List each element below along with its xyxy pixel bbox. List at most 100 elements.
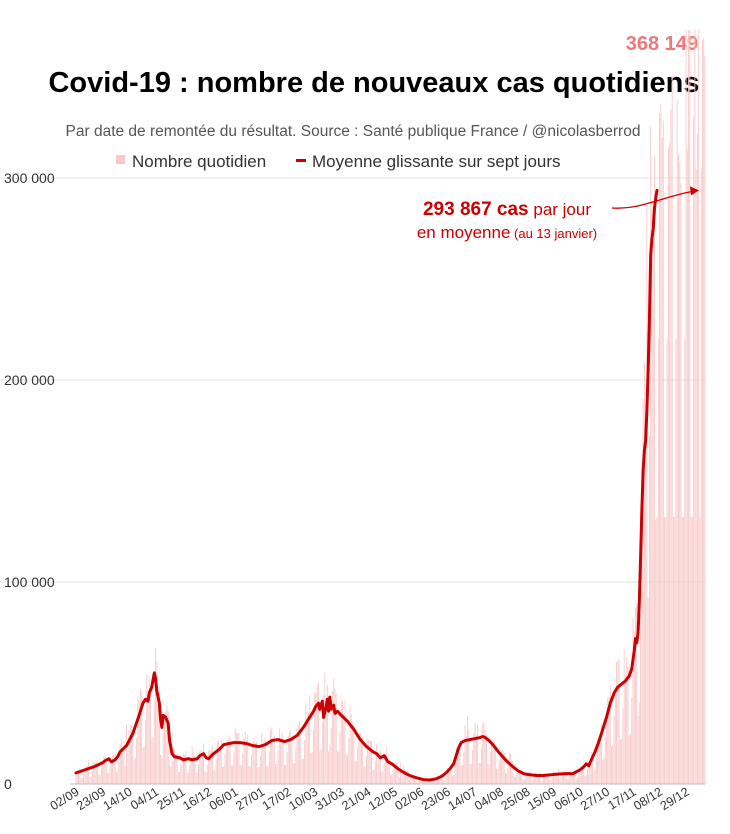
daily-bar [251, 754, 252, 784]
daily-bar [102, 761, 103, 784]
daily-bar [669, 142, 671, 784]
daily-bar [281, 732, 283, 784]
daily-bar [636, 603, 638, 784]
daily-bar [319, 750, 321, 784]
daily-bar [590, 752, 592, 784]
daily-bar [326, 684, 328, 784]
daily-bar [499, 754, 501, 784]
daily-bar [535, 772, 537, 784]
daily-bar [430, 779, 432, 784]
daily-bar [98, 775, 100, 784]
daily-bar [652, 206, 654, 784]
y-axis-ticks: 0 100 000 200 000 300 000 [4, 170, 55, 792]
daily-bar [702, 40, 703, 784]
daily-bar [419, 779, 420, 784]
daily-bar [253, 737, 255, 784]
daily-bar [335, 692, 337, 784]
daily-bar [282, 736, 284, 784]
daily-bar [146, 674, 148, 784]
daily-bar [229, 737, 231, 784]
daily-bar [206, 764, 208, 784]
daily-bar [136, 737, 138, 784]
daily-bar [409, 780, 410, 784]
daily-bar [366, 755, 367, 784]
daily-bar [179, 772, 181, 784]
daily-bar [391, 774, 393, 784]
daily-bar [237, 733, 239, 784]
daily-bar [208, 750, 210, 784]
daily-bar [530, 771, 532, 784]
daily-bar [128, 729, 130, 784]
daily-bar [263, 738, 265, 784]
daily-bar [475, 735, 477, 784]
daily-bar [425, 782, 427, 784]
daily-bar [603, 757, 605, 784]
daily-bar [511, 760, 513, 784]
daily-bar [268, 752, 270, 784]
daily-bar [241, 765, 242, 784]
daily-bar [578, 773, 580, 784]
daily-bar [155, 648, 157, 784]
daily-bar [114, 753, 116, 784]
daily-bar [695, 168, 697, 785]
daily-bar [220, 740, 222, 784]
daily-bar [118, 761, 120, 784]
daily-bar [223, 766, 225, 784]
daily-bar [683, 516, 684, 784]
daily-bar [99, 774, 101, 784]
daily-bar [276, 764, 278, 784]
daily-bar [372, 769, 374, 784]
daily-bar [397, 766, 399, 784]
daily-bar [103, 755, 105, 784]
daily-bar [333, 678, 335, 784]
daily-bar [187, 772, 189, 784]
daily-bar [448, 769, 450, 784]
daily-bar [311, 752, 313, 784]
daily-bar [434, 781, 436, 784]
daily-bar [359, 732, 361, 784]
daily-bar [584, 775, 586, 784]
daily-bar [112, 756, 114, 784]
daily-bar [569, 776, 571, 784]
daily-bar [585, 774, 587, 784]
daily-bar [358, 734, 360, 784]
daily-bar [633, 631, 635, 784]
daily-bar [371, 740, 372, 784]
daily-bar [436, 779, 438, 784]
daily-bar [235, 732, 237, 784]
daily-bar [691, 516, 693, 784]
daily-bar [622, 708, 624, 784]
daily-bar [233, 752, 235, 784]
daily-bar [277, 750, 279, 784]
daily-bar [121, 740, 122, 784]
daily-bar [379, 750, 381, 784]
daily-bar [258, 767, 260, 784]
daily-bar [481, 748, 482, 784]
daily-bar [526, 773, 528, 784]
daily-bar [672, 516, 674, 784]
daily-bar [532, 780, 534, 784]
daily-bar [93, 761, 95, 784]
daily-bar [249, 766, 251, 784]
daily-bar [306, 712, 308, 784]
daily-bar [328, 751, 330, 784]
daily-bar [560, 776, 562, 784]
daily-bar [525, 776, 527, 784]
daily-bar [239, 765, 241, 784]
daily-bar [654, 156, 655, 784]
daily-bar [439, 776, 441, 784]
legend-line-swatch [296, 159, 306, 162]
daily-bar [337, 751, 338, 784]
daily-bar [357, 747, 359, 784]
daily-bar [597, 737, 599, 784]
daily-bar [621, 739, 623, 784]
daily-bar [398, 777, 400, 784]
daily-bar [377, 751, 379, 784]
daily-bar [459, 738, 461, 784]
daily-bar [679, 162, 681, 784]
daily-bar [424, 779, 426, 784]
daily-bar [468, 729, 470, 784]
daily-bar [393, 762, 395, 784]
daily-bar [678, 154, 679, 784]
